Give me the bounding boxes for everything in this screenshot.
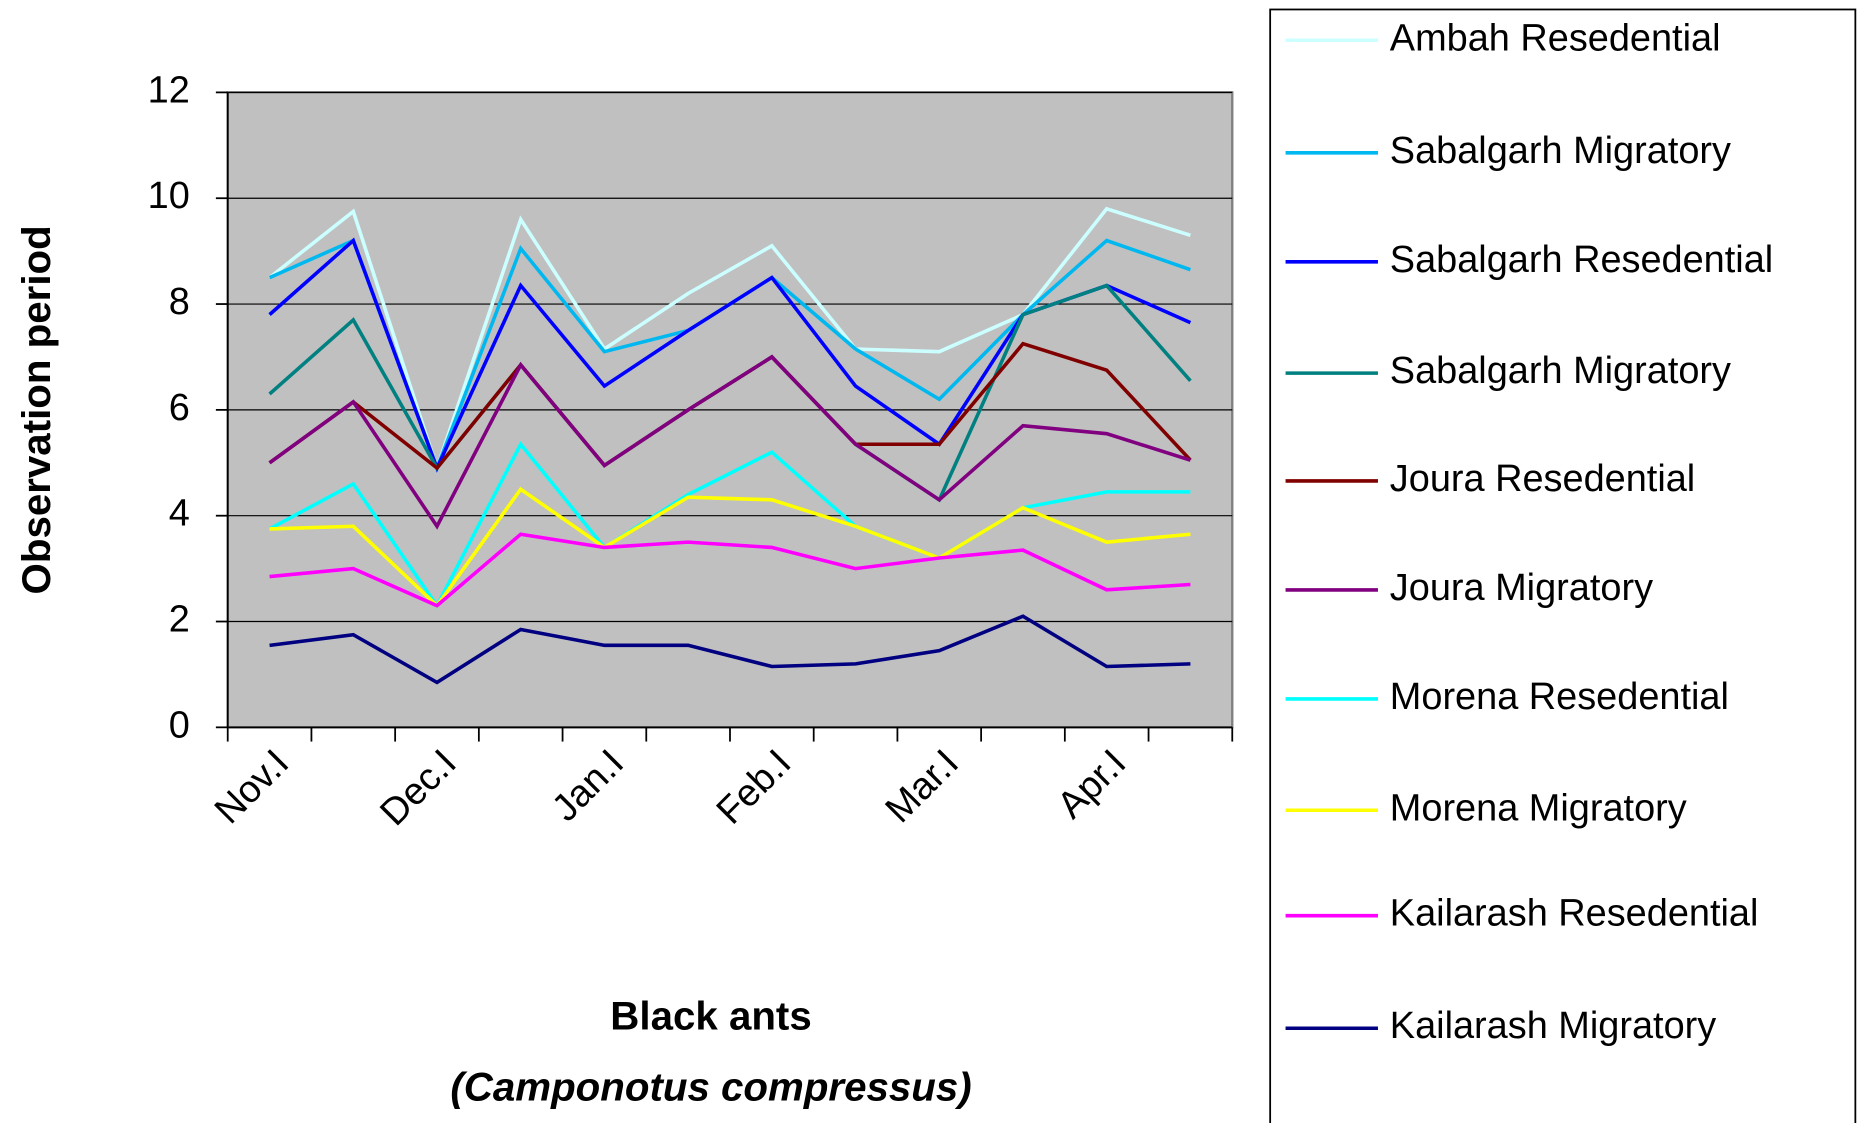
y-tick-label: 4 xyxy=(169,493,190,535)
legend-label: Joura Resedential xyxy=(1390,458,1695,500)
x-tick-label: Nov.I xyxy=(207,742,297,832)
legend-label: Kailarash Resedential xyxy=(1390,893,1759,935)
legend-label: Kailarash Migratory xyxy=(1390,1005,1716,1047)
legend-label: Sabalgarh Migratory xyxy=(1390,130,1731,172)
y-tick-label: 8 xyxy=(169,281,190,323)
y-axis-title: Observation period xyxy=(14,225,59,594)
series-line xyxy=(269,532,1191,608)
y-tick-label: 6 xyxy=(169,387,190,429)
legend-label: Morena Resedential xyxy=(1390,676,1729,718)
x-tick-label: Feb.I xyxy=(709,742,800,833)
legend-label: Ambah Resedential xyxy=(1390,17,1721,59)
x-axis-title: Black ants xyxy=(610,993,811,1038)
legend-label: Morena Migratory xyxy=(1390,787,1687,829)
series-line xyxy=(268,441,1191,610)
legend-box xyxy=(1269,8,1857,1123)
x-tick-label: Dec.I xyxy=(372,742,464,834)
x-tick-label: Apr.I xyxy=(1050,742,1135,827)
series-line xyxy=(269,614,1191,685)
x-tick-label: Jan.I xyxy=(544,742,632,830)
x-axis-subtitle: (Camponotus compressus) xyxy=(450,1064,971,1109)
legend-label: Sabalgarh Resedential xyxy=(1390,239,1773,281)
y-tick-label: 12 xyxy=(148,69,190,111)
series-line xyxy=(269,486,1191,609)
x-tick-label: Mar.I xyxy=(878,742,967,831)
legend-label: Sabalgarh Migratory xyxy=(1390,350,1731,392)
legend-label: Joura Migratory xyxy=(1390,567,1653,609)
y-tick-label: 10 xyxy=(148,175,190,217)
series-line xyxy=(268,354,1191,530)
y-tick-label: 0 xyxy=(169,704,190,746)
y-tick-label: 2 xyxy=(169,599,190,641)
